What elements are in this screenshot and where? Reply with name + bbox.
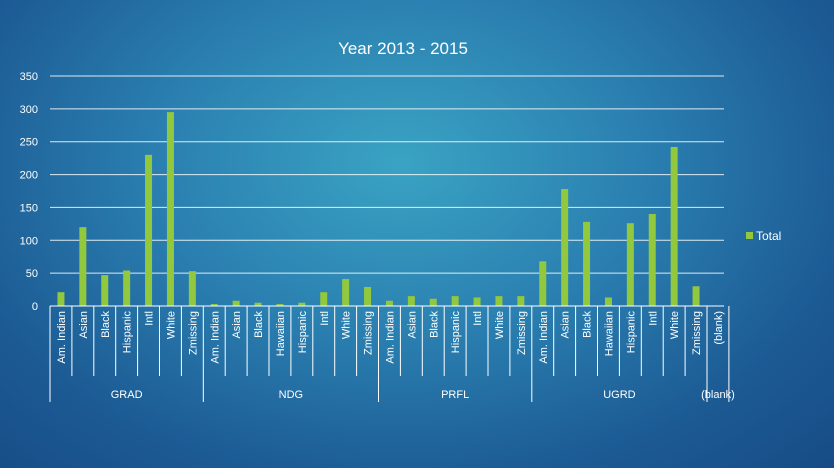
legend-label: Total [756,229,781,243]
bar [473,297,481,306]
category-label: Intl [144,311,156,326]
bar [145,154,153,306]
category-label: Hawaiian [603,311,615,356]
bar [517,296,525,306]
category-label: (blank) [713,311,725,345]
category-label: Asian [78,311,90,339]
group-label: UGRD [603,389,635,401]
category-label: Asian [231,311,243,339]
chart-title: Year 2013 - 2015 [338,39,468,58]
bar [583,221,591,306]
group-label: NDG [279,389,303,401]
category-label: Black [428,311,440,338]
bar [210,304,218,306]
category-label: Asian [406,311,418,339]
group-label: GRAD [111,389,143,401]
bar [451,296,459,306]
bar [429,298,437,306]
category-label: Zmissing [363,311,375,355]
bars [57,112,700,307]
legend: Total [746,229,781,243]
category-label: Hispanic [450,311,462,354]
bar [561,189,569,306]
bar [495,296,503,306]
bar [79,227,87,306]
category-label: White [341,311,353,339]
bar [670,146,678,306]
bar [539,261,547,306]
group-label: (blank) [701,389,735,401]
category-label: Black [253,311,265,338]
bar [123,270,131,306]
y-tick-label: 200 [20,170,38,182]
y-tick-label: 100 [20,235,38,247]
grid-lines [50,75,724,307]
category-label: White [165,311,177,339]
bar [188,271,196,306]
bar [604,297,612,306]
category-label: Am. Indian [209,311,221,364]
bar [232,300,240,306]
bar [298,302,306,306]
category-label: Zmissing [187,311,199,355]
bar [101,275,109,306]
category-label: Hispanic [625,311,637,354]
bar [320,292,328,306]
bar [166,112,174,307]
bar [648,214,656,306]
y-tick-label: 0 [32,301,38,313]
category-label: White [669,311,681,339]
bar [57,292,65,306]
y-tick-label: 250 [20,137,38,149]
category-label: Hawaiian [275,311,287,356]
category-label: Black [582,311,594,338]
category-label: Zmissing [691,311,703,355]
category-label: Asian [560,311,572,339]
y-tick-label: 150 [20,202,38,214]
y-tick-label: 50 [26,268,38,280]
x-axis: Am. Indian Asian Black Hispanic Intl White Zmi… [49,305,735,402]
bar [254,302,262,306]
legend-swatch [746,232,753,239]
category-label: Am. Indian [56,311,68,364]
bar [342,279,350,306]
bar [626,223,634,306]
bar [407,296,415,306]
category-label: Black [100,311,112,338]
category-label: Hispanic [297,311,309,354]
category-label: Intl [647,311,659,326]
category-label: White [494,311,506,339]
category-label: Am. Indian [538,311,550,364]
bar [364,286,372,306]
y-tick-label: 300 [20,104,38,116]
y-axis: 0 50 100 150 200 250 300 350 [20,71,38,313]
category-label: Hispanic [122,311,134,354]
bar [692,286,700,306]
category-label: Intl [472,311,484,326]
bar [385,300,393,306]
category-label: Intl [319,311,331,326]
category-label: Zmissing [516,311,528,355]
group-label: PRFL [441,389,469,401]
y-tick-label: 350 [20,71,38,83]
category-label: Am. Indian [384,311,396,364]
bar [276,304,284,306]
